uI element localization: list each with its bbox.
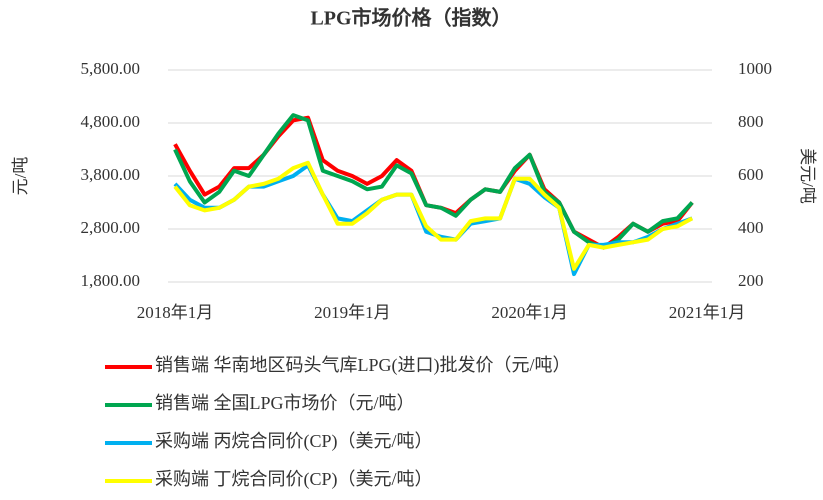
y-tick-label: 4,800.00 xyxy=(81,112,141,131)
y2-tick-label: 200 xyxy=(738,271,764,290)
series-line xyxy=(173,163,693,277)
y-tick-label: 3,800.00 xyxy=(81,165,141,184)
x-tick-label: 2021年1月 xyxy=(669,303,746,322)
y-tick-label: 5,800.00 xyxy=(81,59,141,78)
legend-label: 采购端 丁烷合同价(CP)（美元/吨） xyxy=(155,469,433,490)
y-tick-label: 1,800.00 xyxy=(81,271,141,290)
x-tick-label: 2018年1月 xyxy=(137,303,214,322)
x-tick-label: 2019年1月 xyxy=(314,303,391,322)
y2-tick-label: 800 xyxy=(738,112,764,131)
y2-tick-label: 600 xyxy=(738,165,764,184)
y-axis-label: 元/吨 xyxy=(11,157,30,196)
y-tick-label: 2,800.00 xyxy=(81,218,141,237)
series-line xyxy=(173,113,694,250)
legend-label: 销售端 全国LPG市场价（元/吨） xyxy=(155,393,415,413)
y2-axis-label: 美元/吨 xyxy=(798,148,817,204)
y2-tick-label: 400 xyxy=(738,218,764,237)
chart-title: LPG市场价格（指数） xyxy=(310,6,511,30)
legend-label: 销售端 华南地区码头气库LPG(进口)批发价（元/吨） xyxy=(155,355,571,376)
legend-label: 采购端 丙烷合同价(CP)（美元/吨） xyxy=(155,431,433,452)
series-line xyxy=(173,115,694,250)
y2-tick-label: 1000 xyxy=(738,59,772,78)
x-tick-label: 2020年1月 xyxy=(491,303,568,322)
series-line xyxy=(173,160,694,271)
